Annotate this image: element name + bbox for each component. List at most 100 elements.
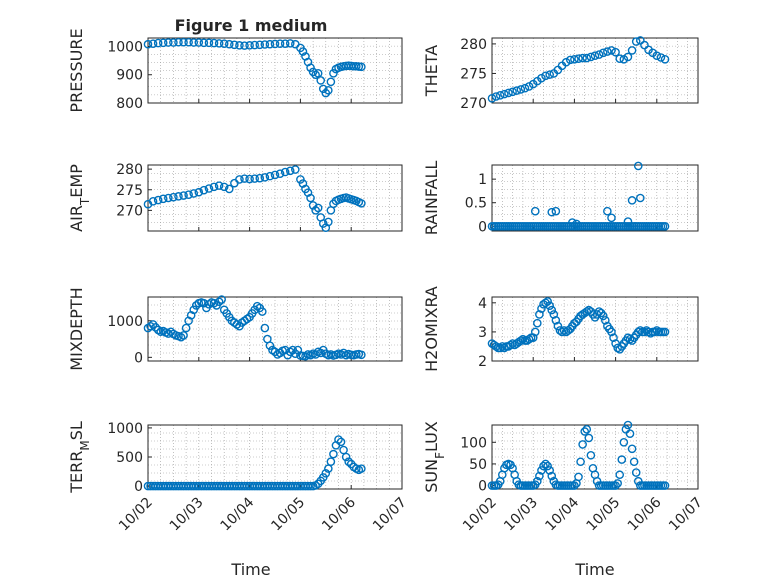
y-axis-label: AIRTEMP (67, 164, 92, 232)
y-tick-label: 275 (460, 66, 487, 82)
data-point (326, 457, 336, 466)
x-tick-label: 10/04 (218, 494, 258, 534)
x-tick-label: 10/06 (625, 494, 665, 534)
data-point (533, 318, 542, 328)
data-point (311, 206, 320, 215)
data-point (652, 326, 662, 335)
data-point (194, 38, 204, 47)
data-point (625, 334, 635, 344)
x-tick-label: 10/07 (370, 495, 410, 535)
data-point (313, 203, 323, 213)
data-point (357, 62, 366, 72)
data-point (570, 54, 579, 64)
data-point (582, 53, 592, 63)
data-point (619, 437, 629, 447)
data-point (537, 304, 546, 313)
data-point (656, 53, 666, 62)
data-point (549, 310, 559, 319)
data-point (603, 206, 612, 216)
data-point (541, 459, 550, 469)
data-point (520, 83, 530, 93)
data-point (280, 39, 290, 48)
data-point (495, 91, 505, 100)
data-point (578, 440, 587, 449)
x-tick-label: 10/02 (116, 495, 156, 535)
data-point (344, 457, 353, 466)
data-point (357, 350, 366, 360)
data-point (553, 321, 563, 331)
data-point (219, 39, 229, 48)
data-point (334, 435, 343, 444)
data-point (184, 37, 193, 47)
data-point (255, 40, 265, 50)
y-tick-label: 500 (116, 450, 143, 466)
data-point (547, 471, 557, 481)
data-point (615, 470, 625, 480)
axes-box (491, 424, 699, 490)
x-tick-label: 10/02 (460, 495, 500, 535)
axes-box (491, 296, 699, 362)
data-point (631, 468, 641, 477)
y-tick-label: 1000 (107, 314, 143, 330)
data-point (179, 331, 188, 340)
data-point (275, 169, 285, 178)
data-point (574, 54, 583, 63)
data-point (524, 334, 534, 344)
data-point (270, 39, 280, 49)
y-tick-label: 3 (478, 325, 487, 341)
data-point (306, 63, 315, 72)
data-point (357, 464, 366, 473)
data-point (611, 47, 620, 57)
data-point (633, 327, 643, 337)
data-point (209, 298, 219, 308)
data-point (543, 461, 552, 471)
data-point (224, 184, 234, 194)
data-point (555, 326, 565, 335)
data-point (537, 73, 546, 83)
data-point (245, 41, 254, 50)
data-point (598, 48, 608, 58)
data-point (306, 193, 315, 203)
subplot-mixdepth: 0 1000 MIXDEPTH (67, 287, 403, 371)
data-point (582, 425, 592, 434)
subplot-terr-msl: 10/02 10/03 10/04 10/05 10/06 10/07 0 500 1000 TE… (67, 421, 410, 534)
data-point (644, 327, 653, 337)
data-point (636, 193, 645, 203)
data-point (535, 471, 544, 481)
data-point (594, 50, 604, 59)
data-point (603, 47, 612, 56)
data-point (533, 476, 542, 486)
data-point (326, 77, 336, 87)
subplot-sun-flux: 10/02 10/03 10/04 10/05 10/06 10/07 0 50 100 SUNF… (422, 420, 706, 535)
data-point (541, 71, 550, 81)
y-tick-label: 1 (478, 172, 487, 188)
y-tick-label: 1000 (107, 421, 143, 437)
data-point (194, 187, 204, 197)
data-point (539, 461, 548, 471)
subplot-air-temp: 270 275 280 AIRTEMP (67, 162, 403, 232)
data-point (357, 199, 366, 208)
data-point (535, 310, 544, 319)
data-point (625, 429, 635, 438)
data-point (217, 295, 226, 304)
y-tick-label: 275 (116, 183, 143, 199)
data-point (214, 297, 224, 307)
data-point (151, 323, 160, 332)
y-tick-label: 270 (460, 96, 487, 112)
data-point (169, 192, 178, 202)
data-point (316, 76, 326, 85)
axes-box (147, 37, 403, 104)
data-point (329, 69, 338, 78)
data-point (547, 305, 557, 315)
data-point (487, 93, 497, 103)
data-point (627, 444, 637, 454)
data-point (640, 327, 649, 337)
data-point (561, 57, 571, 67)
data-point (260, 323, 270, 333)
data-point (209, 38, 219, 48)
data-point (339, 348, 348, 358)
data-point (572, 219, 581, 229)
data-point (324, 85, 333, 95)
data-point (576, 457, 585, 467)
data-point (504, 88, 513, 98)
